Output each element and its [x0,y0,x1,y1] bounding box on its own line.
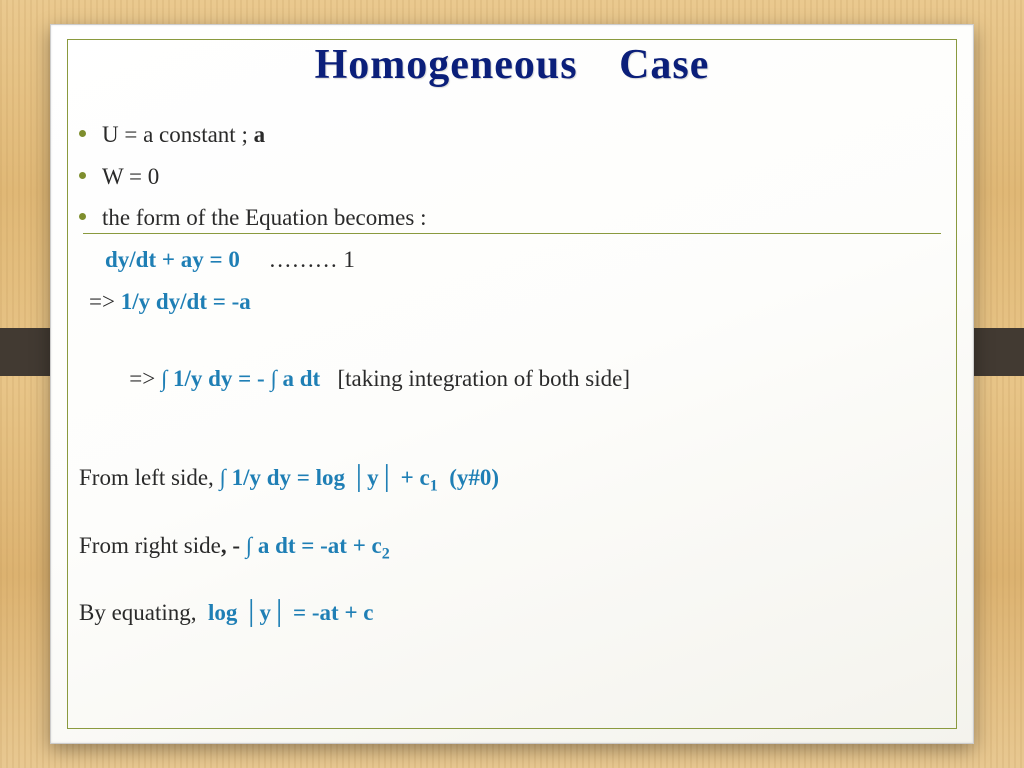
equation-tail: ……… 1 [240,247,355,272]
equation-line: => ∫ 1/y dy = - ∫ a dt [taking integrati… [79,325,955,432]
equation-line: dy/dt + ay = 0 ……… 1 [79,242,955,278]
subscript: 2 [382,545,390,562]
equation-blue: dy/dt + ay = 0 [105,247,240,272]
bullet-item: the form of the Equation becomes : [79,200,955,236]
eq-part: (y#0) [438,465,499,490]
bullet-item: U = a constant ; a [79,117,955,153]
text-bold: , - [221,533,246,558]
equation-line: From right side, - ∫ a dt = -at + c2 [79,528,955,568]
equation-note: [taking integration of both side] [320,366,630,391]
bullet-icon [79,130,86,137]
equation-blue: ∫ 1/y dy = log │y│ + c1 (y#0) [220,465,500,490]
equation-blue: ∫ 1/y dy = - ∫ a dt [161,366,320,391]
slide-card: Homogeneous Case U = a constant ; a W = … [50,24,974,744]
text-span: U = a constant ; [102,122,254,147]
eq-part: ∫ 1/y dy = log │y│ + c [220,465,430,490]
equation-blue: ∫ a dt = -at + c2 [246,533,390,558]
text-span: By equating, [79,600,208,625]
text-span: From right side [79,533,221,558]
equation-line: By equating, log │y│ = -at + c [79,595,955,631]
arrow-text: => [89,289,121,314]
arrow-text: => [124,366,161,391]
text-bold: a [254,122,266,147]
subscript: 1 [430,478,438,495]
equation-line: From left side, ∫ 1/y dy = log │y│ + c1 … [79,460,955,500]
bullet-text: the form of the Equation becomes : [102,200,426,236]
bullet-text: W = 0 [102,159,159,195]
bullet-item: W = 0 [79,159,955,195]
eq-part: ∫ a dt = -at + c [246,533,382,558]
slide-title: Homogeneous Case [69,41,955,89]
equation-line: => 1/y dy/dt = -a [79,284,955,320]
bullet-icon [79,213,86,220]
bullet-text: U = a constant ; a [102,117,265,153]
text-span: From left side, [79,465,220,490]
equation-blue: log │y│ = -at + c [208,600,373,625]
equation-blue: 1/y dy/dt = -a [121,289,251,314]
slide-content: U = a constant ; a W = 0 the form of the… [69,117,955,631]
bullet-icon [79,172,86,179]
